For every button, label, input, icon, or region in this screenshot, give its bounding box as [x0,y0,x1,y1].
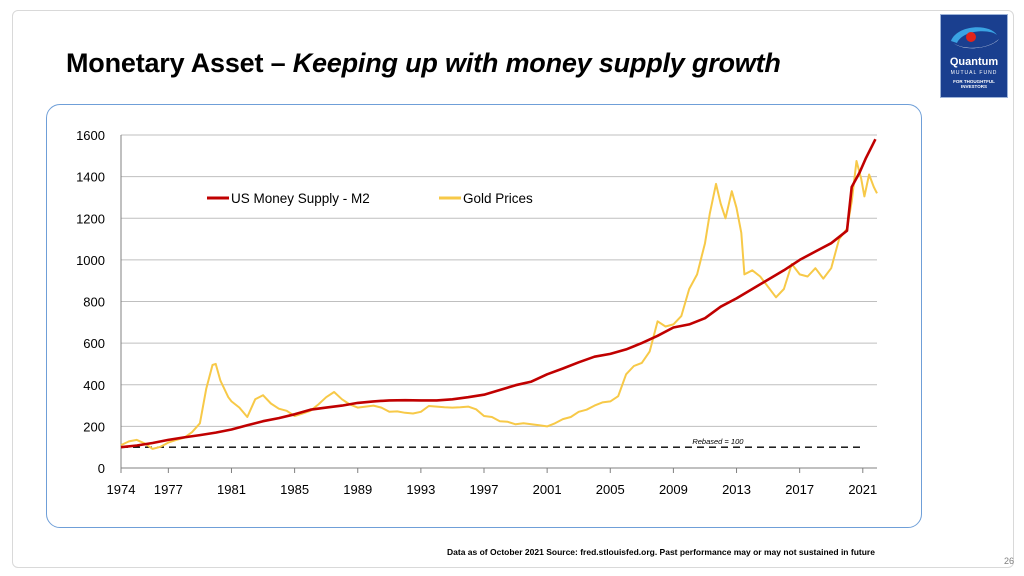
page-title: Monetary Asset – Keeping up with money s… [66,48,781,79]
y-tick-label: 1200 [76,211,105,226]
y-tick-label: 200 [83,419,105,434]
logo-sub: MUTUAL FUND [950,70,998,76]
y-tick-label: 1400 [76,170,105,185]
x-tick-label: 2021 [848,482,877,497]
x-tick-label: 2013 [722,482,751,497]
page-number: 26 [1003,556,1014,566]
footer-note: Data as of October 2021 Source: fred.stl… [447,547,875,557]
quantum-logo: Quantum MUTUAL FUND FOR THOUGHTFUL INVES… [940,14,1008,98]
x-tick-label: 1977 [154,482,183,497]
y-tick-label: 400 [83,378,105,393]
legend-gold-label: Gold Prices [463,191,533,206]
y-tick-label: 800 [83,295,105,310]
y-tick-label: 600 [83,336,105,351]
x-tick-label: 1989 [343,482,372,497]
x-tick-label: 2009 [659,482,688,497]
x-tick-label: 1974 [107,482,136,497]
chart-container: 0 200 400 600 800 1000 1200 1400 1600 1974 1977 198… [46,104,922,528]
x-tick-label: 1985 [280,482,309,497]
y-tick-label: 1600 [76,128,105,143]
logo-swirl-icon [951,27,999,49]
logo-tagline-line2: INVESTORS [961,84,987,89]
line-chart: 0 200 400 600 800 1000 1200 1400 1600 1974 1977 198… [76,128,878,497]
title-italic: Keeping up with money supply growth [292,48,781,78]
logo-tagline: FOR THOUGHTFUL INVESTORS [941,79,1007,89]
logo-tagline-line1: FOR THOUGHTFUL [953,79,995,84]
reference-line-label: Rebased = 100 [692,437,744,446]
title-main: Monetary Asset – [66,48,293,78]
x-tick-label: 1993 [406,482,435,497]
x-tick-label: 1981 [217,482,246,497]
y-tick-label: 1000 [76,253,105,268]
series-line-gold [120,160,878,450]
legend-m2-label: US Money Supply - M2 [231,191,370,206]
x-tick-label: 2017 [785,482,814,497]
logo-name: Quantum [949,56,999,68]
series-line-m2 [120,138,877,449]
x-tick-label: 2001 [533,482,562,497]
y-tick-label: 0 [98,461,105,476]
x-tick-label: 2005 [596,482,625,497]
x-tick-label: 1997 [470,482,499,497]
